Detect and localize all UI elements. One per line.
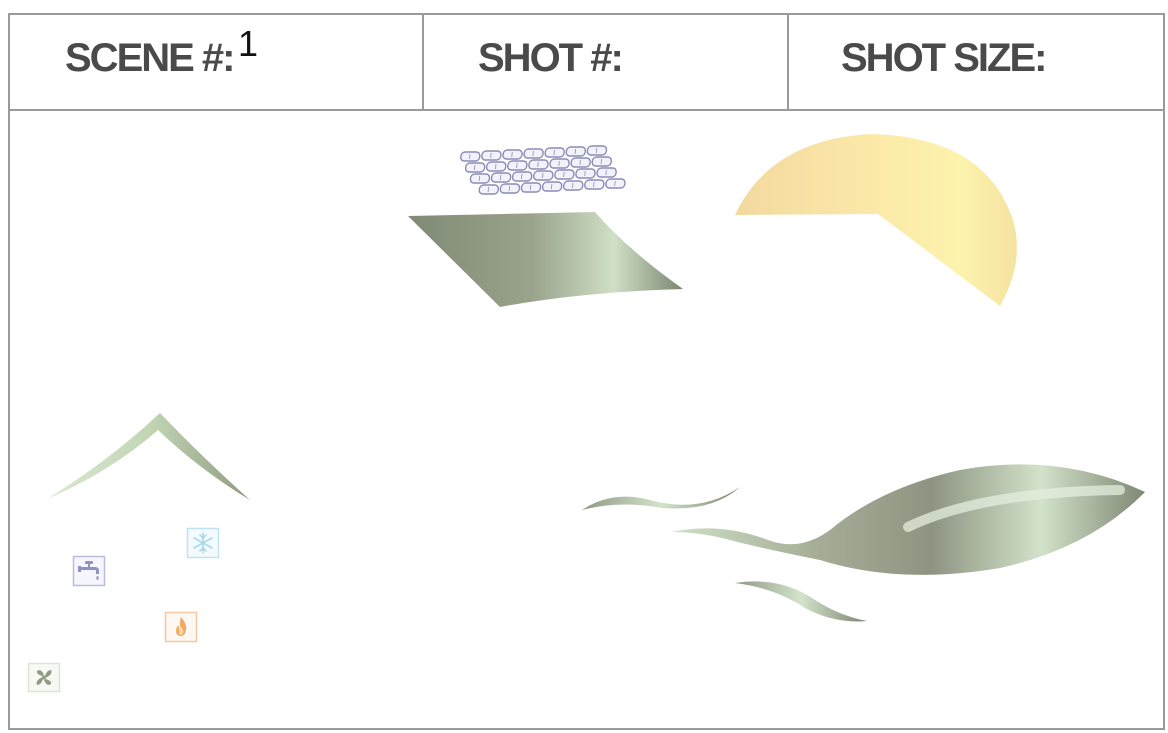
scene-number-value[interactable]: 1 <box>238 23 259 64</box>
fan-icon <box>27 662 61 693</box>
scene-number-label: SCENE #: <box>65 36 235 80</box>
shot-number-label: SHOT #: <box>478 36 624 80</box>
scene-number-cell: SCENE #: 1 <box>10 15 424 109</box>
snowflake-icon <box>186 527 220 559</box>
leaf-shape-icon <box>672 464 1145 575</box>
shot-size-cell: SHOT SIZE: <box>789 15 1163 109</box>
leaf-vein-icon <box>903 485 1125 532</box>
storyboard-header: SCENE #: 1 SHOT #: SHOT SIZE: <box>10 15 1163 111</box>
shot-size-label: SHOT SIZE: <box>841 36 1047 80</box>
roof-shape-icon <box>47 413 250 500</box>
solar-panel-icon <box>460 145 626 195</box>
wind-swoosh-icon <box>735 581 867 622</box>
storyboard-frame: SCENE #: 1 SHOT #: SHOT SIZE: <box>8 13 1165 730</box>
wind-swoosh-icon <box>582 487 740 510</box>
shot-number-cell: SHOT #: <box>424 15 789 109</box>
faucet-icon <box>72 555 106 587</box>
flame-icon <box>164 611 198 643</box>
sun-shape-icon <box>735 134 1017 306</box>
ground-plane-shape-icon <box>408 212 683 307</box>
